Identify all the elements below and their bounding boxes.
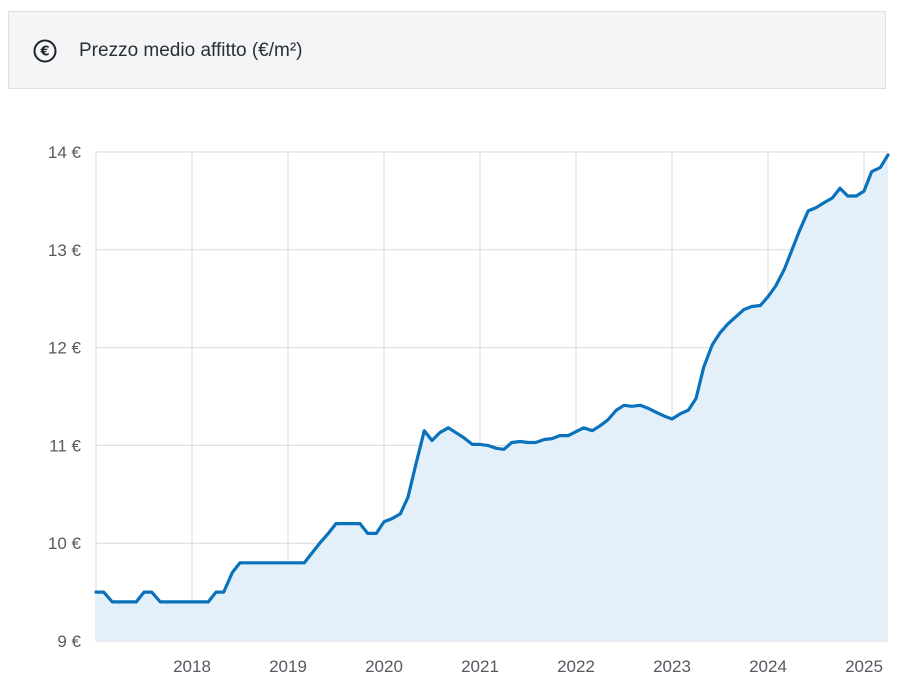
euro-glyph: €: [39, 45, 49, 60]
x-tick-label: 2022: [557, 657, 595, 676]
x-axis-ticks: 2018 2019 2020 2021 2022 2023 2024 2025: [173, 657, 883, 676]
area-fill: [96, 154, 888, 641]
x-tick-label: 2021: [461, 657, 499, 676]
x-tick-label: 2020: [365, 657, 403, 676]
x-tick-label: 2023: [653, 657, 691, 676]
chart-header: € Prezzo medio affitto (€/m²): [8, 11, 886, 89]
y-tick-label: 11 €: [49, 436, 81, 455]
y-axis-ticks: 9 € 10 € 11 € 12 € 13 € 14 €: [48, 143, 82, 651]
x-tick-label: 2025: [845, 657, 883, 676]
x-tick-label: 2018: [173, 657, 211, 676]
y-tick-label: 12 €: [48, 339, 82, 358]
euro-circle-icon: €: [33, 39, 57, 63]
price-line: [94, 153, 890, 604]
y-tick-label: 13 €: [48, 241, 82, 260]
y-tick-label: 14 €: [48, 143, 82, 162]
x-tick-label: 2019: [269, 657, 307, 676]
y-tick-label: 9 €: [57, 632, 81, 651]
x-tick-label: 2024: [749, 657, 787, 676]
chart-title: Prezzo medio affitto (€/m²): [79, 40, 303, 61]
y-tick-label: 10 €: [48, 534, 82, 553]
